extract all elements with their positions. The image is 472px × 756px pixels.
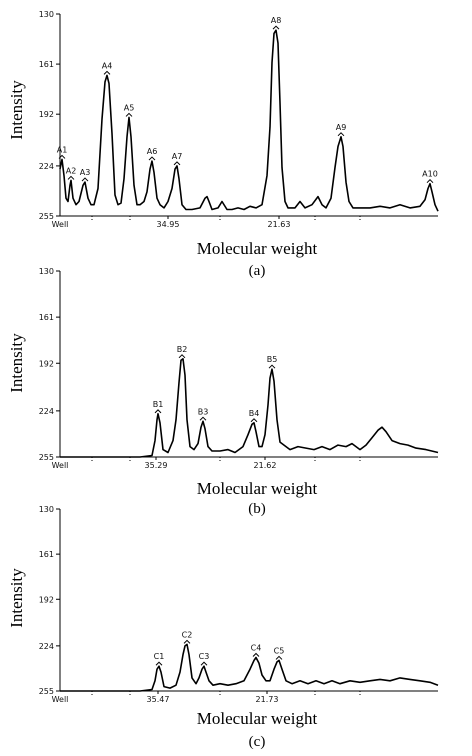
y-tick-label-b: 192 [39, 359, 54, 368]
peak-marker-a8 [272, 25, 280, 30]
peak-marker-c3 [200, 661, 208, 666]
peak-marker-c1 [155, 661, 163, 666]
panel-label-c: (c) [249, 734, 266, 750]
y-tick-label-a: 255 [39, 212, 54, 221]
peak-marker-a2 [67, 175, 75, 180]
x-tick-label-b: 21.62 [254, 461, 277, 470]
peak-marker-b4 [250, 418, 258, 423]
peak-label-c4: C4 [251, 644, 262, 653]
intensity-trace-c [60, 643, 439, 692]
y-tick-label-a: 161 [39, 60, 54, 69]
x-axis-title-a: Molecular weight [197, 239, 318, 258]
y-tick-label-b: 130 [39, 267, 54, 276]
peak-label-c3: C3 [199, 652, 210, 661]
peak-marker-b2 [178, 354, 186, 359]
peak-label-b4: B4 [249, 409, 260, 418]
peak-marker-c4 [252, 652, 260, 657]
peak-label-a10: A10 [422, 170, 438, 179]
peak-label-a2: A2 [66, 166, 77, 175]
y-axis-title-a: Intensity [7, 80, 26, 140]
peak-marker-b5 [268, 364, 276, 369]
x-tick-label-a: 21.63 [268, 220, 291, 229]
y-axis-title-text-b: Intensity [7, 333, 26, 393]
x-tick-label-a: Well [52, 220, 69, 229]
peak-marker-a9 [337, 132, 345, 137]
y-tick-label-c: 224 [39, 642, 54, 651]
peak-marker-a3 [81, 177, 89, 182]
intensity-trace-b [60, 357, 439, 458]
peak-label-b5: B5 [267, 355, 278, 364]
peak-label-a4: A4 [102, 61, 113, 70]
peak-marker-a10 [426, 178, 434, 184]
y-tick-label-c: 255 [39, 687, 54, 696]
peak-label-a8: A8 [271, 16, 282, 25]
x-tick-label-c: 35.47 [147, 695, 170, 704]
x-axis-title-b: Molecular weight [197, 479, 318, 498]
y-tick-label-c: 161 [39, 550, 54, 559]
peak-label-c1: C1 [154, 652, 165, 661]
x-tick-label-b: 35.29 [145, 461, 168, 470]
peak-label-a3: A3 [80, 168, 91, 177]
y-tick-label-a: 192 [39, 110, 54, 119]
peak-label-a6: A6 [147, 147, 158, 156]
panel-label-b: (b) [248, 501, 266, 517]
y-axis-title-c: Intensity [7, 568, 26, 628]
peak-marker-b3 [199, 416, 207, 421]
peak-marker-b1 [154, 409, 162, 414]
y-axis-title-text-a: Intensity [7, 80, 26, 140]
peak-label-b2: B2 [177, 345, 188, 354]
x-tick-label-a: 34.95 [157, 220, 180, 229]
peak-label-a7: A7 [172, 152, 183, 161]
x-axis-title-c: Molecular weight [197, 709, 318, 728]
x-tick-label-c: Well [52, 695, 69, 704]
peak-marker-c2 [183, 639, 191, 644]
peak-label-a9: A9 [336, 123, 347, 132]
panel-label-a: (a) [249, 263, 266, 279]
intensity-trace-a [59, 29, 439, 212]
y-axis-title-text-c: Intensity [7, 568, 26, 628]
y-tick-label-b: 224 [39, 407, 54, 416]
peak-label-c5: C5 [274, 646, 285, 655]
peak-marker-a6 [148, 156, 156, 161]
peak-marker-a7 [173, 161, 181, 166]
x-tick-label-b: Well [52, 461, 69, 470]
x-tick-label-c: 21.73 [256, 695, 279, 704]
peak-marker-a5 [125, 112, 133, 117]
y-tick-label-a: 130 [39, 10, 54, 19]
peak-label-c2: C2 [182, 630, 193, 639]
y-tick-label-a: 224 [39, 162, 54, 171]
peak-label-a1: A1 [57, 145, 68, 154]
peak-marker-c5 [275, 655, 283, 660]
y-tick-label-b: 161 [39, 313, 54, 322]
y-axis-title-b: Intensity [7, 333, 26, 393]
y-tick-label-b: 255 [39, 453, 54, 462]
peak-label-a5: A5 [124, 103, 135, 112]
peak-label-b3: B3 [198, 407, 209, 416]
peak-marker-a1 [58, 154, 66, 159]
y-tick-label-c: 130 [39, 505, 54, 514]
peak-marker-a4 [103, 70, 111, 75]
y-tick-label-c: 192 [39, 595, 54, 604]
peak-label-b1: B1 [153, 400, 164, 409]
